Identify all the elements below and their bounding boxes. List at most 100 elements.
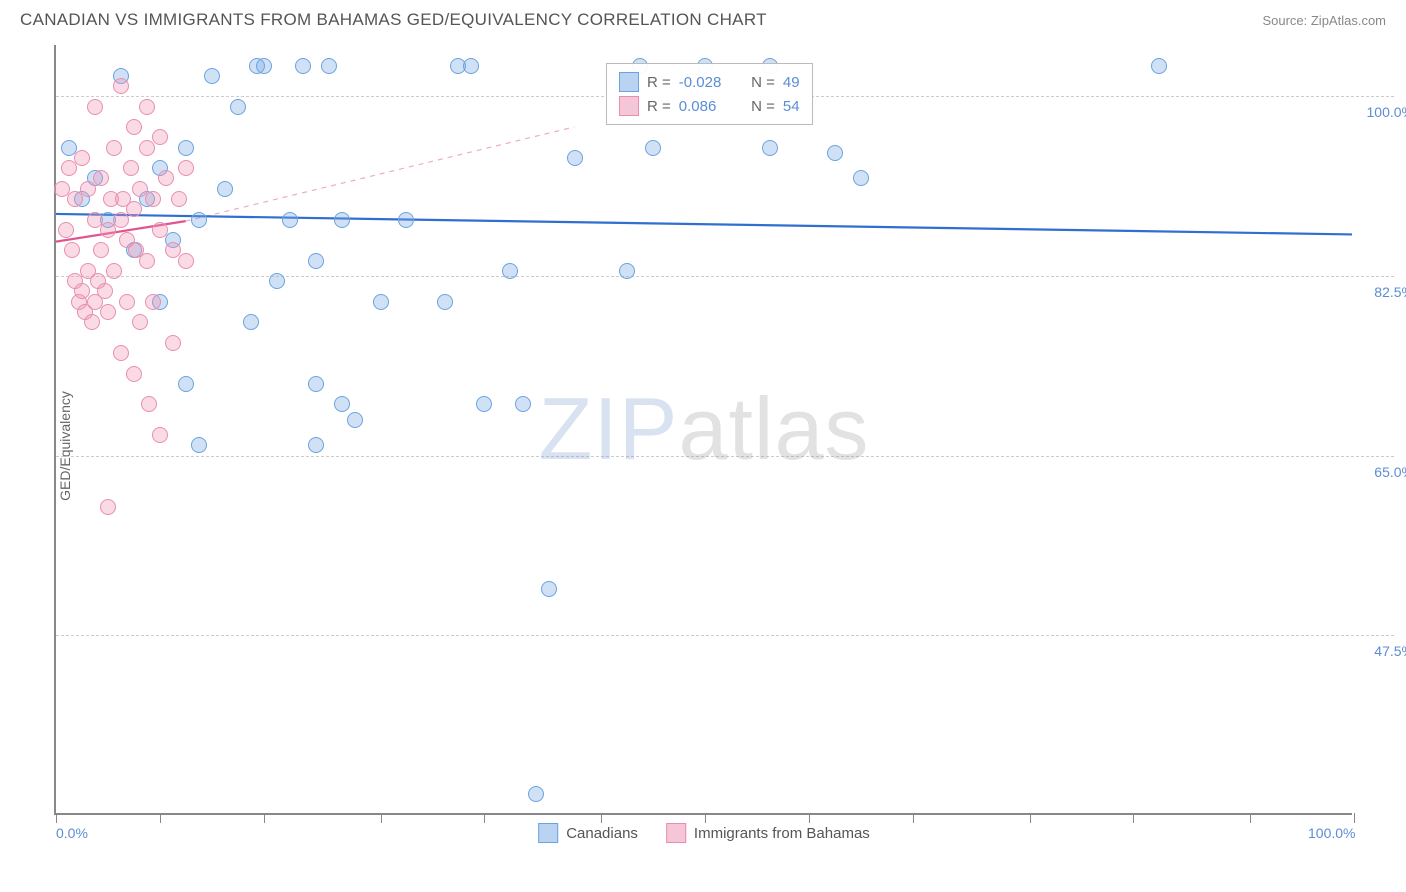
- legend-swatch-icon: [538, 823, 558, 843]
- data-point-bahamas: [158, 170, 174, 186]
- data-point-bahamas: [74, 150, 90, 166]
- data-point-canadians: [191, 437, 207, 453]
- data-point-canadians: [243, 314, 259, 330]
- x-tick-mark: [601, 813, 602, 823]
- data-point-bahamas: [126, 201, 142, 217]
- gridline-h: [56, 635, 1394, 636]
- data-point-canadians: [541, 581, 557, 597]
- legend-item-bahamas: Immigrants from Bahamas: [666, 823, 870, 843]
- data-point-canadians: [619, 263, 635, 279]
- correlation-legend: R = -0.028 N = 49R = 0.086 N = 54: [606, 63, 813, 125]
- x-tick-mark: [56, 813, 57, 823]
- x-tick-mark: [1030, 813, 1031, 823]
- x-tick-mark: [264, 813, 265, 823]
- data-point-bahamas: [152, 427, 168, 443]
- r-label: R =: [647, 74, 671, 91]
- gridline-h: [56, 276, 1394, 277]
- r-value: 0.086: [679, 98, 735, 115]
- y-tick-label: 100.0%: [1367, 104, 1406, 120]
- data-point-canadians: [308, 437, 324, 453]
- data-point-bahamas: [100, 304, 116, 320]
- watermark: ZIPatlas: [539, 378, 870, 480]
- data-point-canadians: [1151, 58, 1167, 74]
- data-point-canadians: [853, 170, 869, 186]
- data-point-bahamas: [152, 129, 168, 145]
- data-point-canadians: [191, 212, 207, 228]
- data-point-bahamas: [119, 294, 135, 310]
- legend-swatch-icon: [619, 72, 639, 92]
- data-point-canadians: [308, 376, 324, 392]
- x-tick-label: 100.0%: [1308, 825, 1355, 841]
- data-point-canadians: [230, 99, 246, 115]
- data-point-canadians: [515, 396, 531, 412]
- y-tick-label: 47.5%: [1374, 643, 1406, 659]
- data-point-bahamas: [126, 366, 142, 382]
- x-tick-mark: [160, 813, 161, 823]
- data-point-bahamas: [178, 160, 194, 176]
- data-point-bahamas: [152, 222, 168, 238]
- data-point-canadians: [217, 181, 233, 197]
- data-point-canadians: [334, 396, 350, 412]
- x-tick-mark: [1133, 813, 1134, 823]
- data-point-bahamas: [123, 160, 139, 176]
- data-point-canadians: [567, 150, 583, 166]
- legend-row-bahamas: R = 0.086 N = 54: [619, 94, 800, 118]
- data-point-bahamas: [84, 314, 100, 330]
- x-tick-mark: [1250, 813, 1251, 823]
- data-point-canadians: [373, 294, 389, 310]
- r-label: R =: [647, 98, 671, 115]
- y-tick-label: 82.5%: [1374, 284, 1406, 300]
- trend-lines-svg: [56, 45, 1352, 813]
- data-point-canadians: [502, 263, 518, 279]
- data-point-canadians: [645, 140, 661, 156]
- data-point-bahamas: [93, 242, 109, 258]
- watermark-zip: ZIP: [539, 379, 679, 478]
- r-value: -0.028: [679, 74, 735, 91]
- legend-item-canadians: Canadians: [538, 823, 638, 843]
- n-value: 49: [783, 74, 800, 91]
- data-point-bahamas: [126, 119, 142, 135]
- data-point-canadians: [256, 58, 272, 74]
- data-point-bahamas: [64, 242, 80, 258]
- legend-swatch-icon: [666, 823, 686, 843]
- data-point-canadians: [178, 376, 194, 392]
- legend-label: Canadians: [566, 825, 638, 842]
- data-point-canadians: [295, 58, 311, 74]
- data-point-bahamas: [106, 140, 122, 156]
- data-point-bahamas: [178, 253, 194, 269]
- data-point-bahamas: [145, 191, 161, 207]
- legend-swatch-icon: [619, 96, 639, 116]
- data-point-canadians: [269, 273, 285, 289]
- x-tick-mark: [484, 813, 485, 823]
- x-tick-mark: [381, 813, 382, 823]
- data-point-bahamas: [87, 99, 103, 115]
- data-point-bahamas: [113, 78, 129, 94]
- data-point-canadians: [398, 212, 414, 228]
- data-point-bahamas: [139, 99, 155, 115]
- chart-header: CANADIAN VS IMMIGRANTS FROM BAHAMAS GED/…: [0, 0, 1406, 36]
- data-point-bahamas: [58, 222, 74, 238]
- data-point-canadians: [827, 145, 843, 161]
- data-point-bahamas: [93, 170, 109, 186]
- data-point-bahamas: [139, 253, 155, 269]
- data-point-canadians: [308, 253, 324, 269]
- data-point-bahamas: [97, 283, 113, 299]
- legend-row-canadians: R = -0.028 N = 49: [619, 70, 800, 94]
- data-point-bahamas: [165, 335, 181, 351]
- x-tick-mark: [705, 813, 706, 823]
- data-point-bahamas: [132, 314, 148, 330]
- data-point-canadians: [282, 212, 298, 228]
- series-legend: Canadians Immigrants from Bahamas: [538, 823, 870, 843]
- x-tick-mark: [809, 813, 810, 823]
- watermark-atlas: atlas: [679, 379, 870, 478]
- data-point-bahamas: [100, 499, 116, 515]
- data-point-bahamas: [113, 345, 129, 361]
- data-point-canadians: [178, 140, 194, 156]
- data-point-canadians: [463, 58, 479, 74]
- source-attribution: Source: ZipAtlas.com: [1262, 13, 1386, 28]
- legend-label: Immigrants from Bahamas: [694, 825, 870, 842]
- data-point-canadians: [347, 412, 363, 428]
- x-tick-mark: [913, 813, 914, 823]
- data-point-canadians: [437, 294, 453, 310]
- data-point-canadians: [528, 786, 544, 802]
